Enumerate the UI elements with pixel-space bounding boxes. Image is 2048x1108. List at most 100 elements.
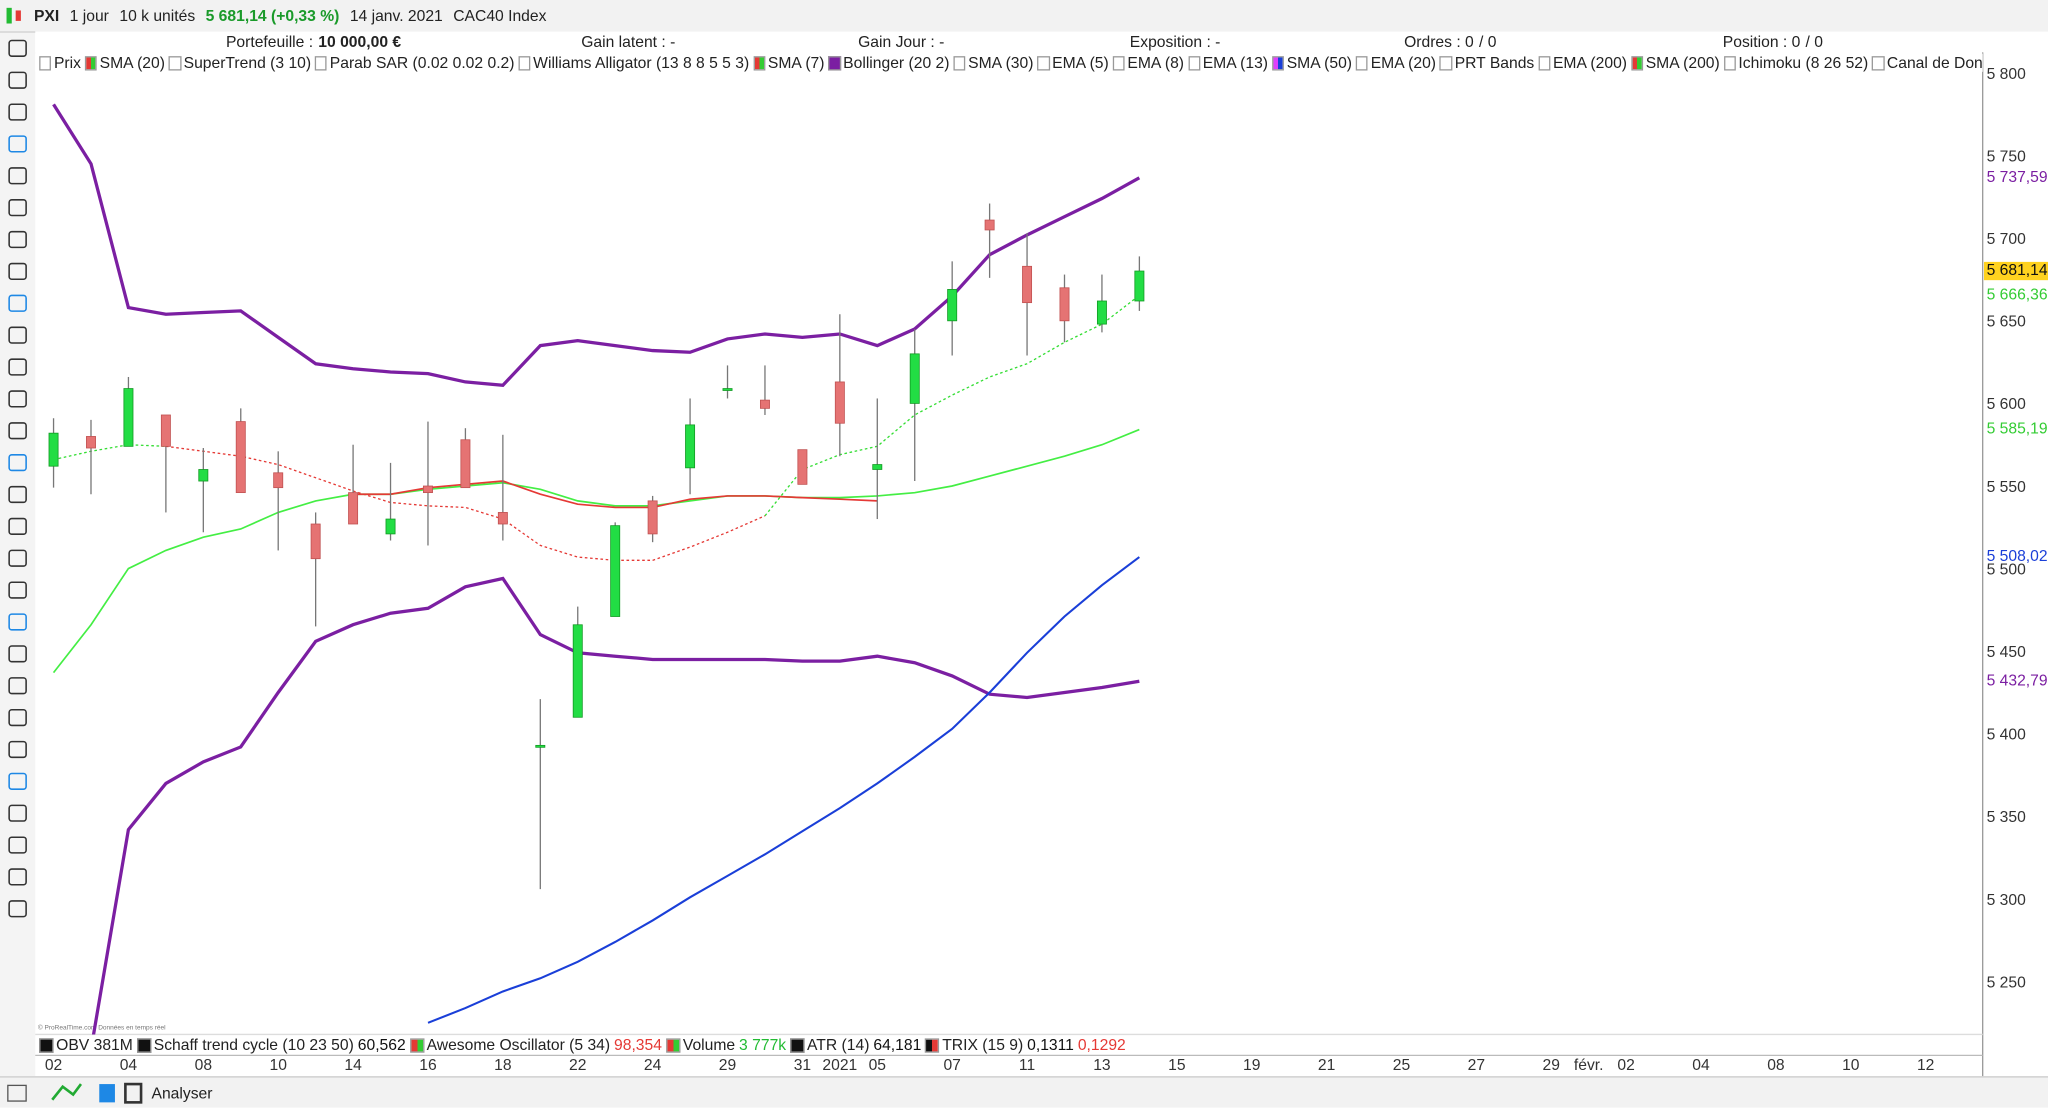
checkbox [84, 55, 97, 70]
symbol[interactable]: PXI [33, 6, 60, 25]
top-toolbar: PXI 1 jour 10 k unités 5 681,14 (+0,33 %… [0, 0, 2048, 33]
candle-body [685, 424, 696, 469]
candle-body [834, 381, 845, 424]
period-select[interactable]: 1 jour [69, 6, 109, 25]
tool-icon [8, 708, 27, 727]
indicator-label[interactable]: SMA (200) [1645, 53, 1720, 72]
checkbox [1037, 55, 1050, 70]
analyse-button[interactable]: Analyser [151, 1084, 213, 1103]
indicator-label[interactable]: SMA (20) [99, 53, 165, 72]
indicator-label[interactable]: SuperTrend (3 10) [183, 53, 312, 72]
info-item: Exposition : - [1130, 33, 1221, 51]
indicator-label[interactable]: EMA (200) [1552, 53, 1628, 72]
indicator-label[interactable]: PRT Bands [1454, 53, 1535, 72]
candle-body [385, 518, 396, 535]
checkbox [1355, 55, 1369, 70]
indicator-bar: Prix SMA (20) SuperTrend (3 10) Parab SAR (… [35, 53, 1983, 72]
x-tick-label: 19 [1243, 1057, 1260, 1074]
sub-indicator-label: Volume [682, 1035, 736, 1055]
candle-body [48, 432, 59, 467]
checkbox [953, 55, 966, 70]
info-item: Ordres : 0/ 0 [1404, 33, 1496, 51]
indicator-label[interactable]: Ichimoku (8 26 52) [1738, 53, 1869, 72]
quote-date: 14 janv. 2021 [349, 6, 443, 25]
info-value: 10 000,00 € [318, 32, 402, 51]
y-tick-label: 5 300 [1987, 892, 2026, 909]
price-label: 5 508,02 [1987, 548, 2048, 565]
candle-body [198, 469, 209, 482]
y-tick-label: 5 750 [1987, 148, 2026, 165]
candle-body [348, 492, 359, 525]
checkbox [828, 55, 841, 70]
indicator-label[interactable]: EMA (5) [1052, 53, 1109, 72]
x-tick-label: 05 [869, 1057, 887, 1074]
checkbox [518, 55, 531, 70]
tool-icon [8, 262, 27, 281]
indicator-label[interactable]: SMA (30) [968, 53, 1034, 72]
checkbox [1271, 55, 1285, 70]
checkbox [315, 55, 328, 70]
indicator-label[interactable]: Prix [53, 53, 81, 72]
tool-icon [8, 454, 27, 472]
y-tick-label: 5 500 [1987, 561, 2026, 578]
indicator-label[interactable]: Canal de Don [1886, 53, 1983, 72]
sub-indicator-value: 60,562 [357, 1035, 406, 1055]
units-select[interactable]: 10 k unités [119, 6, 196, 25]
candle-body [235, 421, 246, 494]
info-item: Gain latent : - [581, 33, 675, 51]
candle-body [535, 744, 546, 748]
x-tick-label: 31 [794, 1057, 811, 1074]
price-label: 5 432,79 [1987, 672, 2048, 689]
x-tick-label: 10 [269, 1057, 287, 1074]
checkbox [1187, 55, 1201, 70]
candle-body [610, 525, 621, 617]
indicator-label[interactable]: SMA (7) [767, 53, 825, 72]
tool-icon [8, 868, 27, 886]
toolbar-icons [7, 1082, 143, 1104]
x-tick-label: 18 [494, 1057, 512, 1074]
tool-icon [8, 677, 27, 695]
candle-body [497, 512, 508, 525]
tool-icon [8, 517, 27, 535]
info-label: Exposition : - [1129, 32, 1221, 51]
tool-icon [8, 230, 27, 249]
quote: 5 681,14 (+0,33 %) [205, 6, 340, 25]
indicator-label[interactable]: Parab SAR (0.02 0.02 0.2) [329, 53, 515, 72]
indicator-label[interactable]: SMA (50) [1286, 53, 1353, 72]
sub-indicator-bar: OBV 381M Schaff trend cycle (10 23 50) 60,… [35, 1034, 1132, 1055]
checkbox [168, 55, 181, 70]
indicator-label[interactable]: Williams Alligator (13 8 8 5 5 3) [533, 53, 750, 72]
indicator-line [353, 480, 878, 509]
sub-indicator-value: 0,1311 [1027, 1035, 1074, 1055]
info-label: Position : 0 [1722, 32, 1801, 51]
tool-icons [8, 39, 27, 918]
x-tick-label: 02 [1617, 1057, 1634, 1074]
indicator-label[interactable]: EMA (8) [1127, 53, 1185, 72]
candle-body [909, 353, 920, 404]
indicator-label[interactable]: EMA (13) [1202, 53, 1269, 72]
x-tick-label: 13 [1093, 1057, 1111, 1074]
x-tick-label: 29 [719, 1057, 736, 1074]
y-tick-label: 5 550 [1987, 479, 2026, 496]
candle-body [947, 289, 958, 322]
x-tick-label: févr. [1574, 1057, 1604, 1074]
checkbox [925, 1037, 940, 1053]
y-tick-label: 5 250 [1987, 974, 2026, 991]
checkbox [1112, 55, 1125, 70]
candle-body [797, 449, 808, 485]
checkbox [136, 1037, 152, 1053]
x-tick-label: 14 [344, 1057, 362, 1074]
x-tick-label: 07 [943, 1057, 960, 1074]
tool-icon [8, 804, 27, 822]
instrument: CAC40 Index [453, 6, 547, 25]
x-tick-label: 2021 [822, 1057, 857, 1074]
candle-body [460, 439, 471, 489]
checkbox [1630, 55, 1644, 70]
tool-icon [8, 294, 27, 312]
price-label: 5 737,59 [1987, 169, 2048, 186]
sub-indicator-label: TRIX (15 9) [942, 1035, 1024, 1055]
tool-icon [8, 326, 27, 344]
x-tick-label: 02 [45, 1057, 62, 1074]
indicator-label[interactable]: Bollinger (20 2) [843, 53, 950, 72]
indicator-label[interactable]: EMA (20) [1370, 53, 1437, 72]
